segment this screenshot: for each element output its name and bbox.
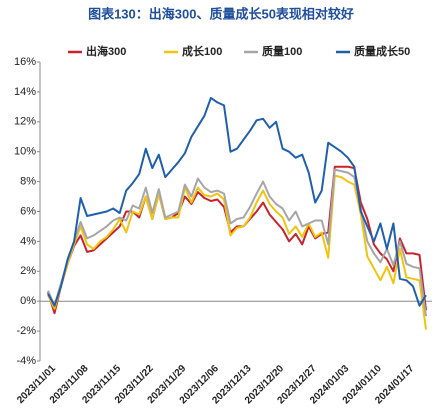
- line-series: [47, 174, 427, 330]
- line-series: [47, 96, 427, 307]
- legend-label: 出海300: [86, 44, 126, 58]
- y-tick-label: 14%: [14, 86, 36, 98]
- legend-label: 质量100: [262, 44, 302, 58]
- y-tick-label: 16%: [14, 56, 36, 68]
- y-tick-label: 8%: [20, 176, 36, 188]
- y-tick-label: -4%: [16, 355, 36, 367]
- chart-title: 图表130：出海300、质量成长50表现相对较好: [88, 6, 354, 21]
- legend-label: 成长100: [182, 44, 222, 58]
- y-tick-label: 2%: [20, 265, 36, 277]
- y-tick-label: 0%: [20, 295, 36, 307]
- y-tick-label: 6%: [20, 205, 36, 217]
- y-tick-label: 4%: [20, 235, 36, 247]
- legend-label: 质量成长50: [354, 44, 410, 58]
- line-series: [47, 165, 427, 315]
- y-tick-label: 12%: [14, 116, 36, 128]
- y-tick-label: -2%: [16, 325, 36, 337]
- line-series: [47, 168, 427, 317]
- y-tick-label: 10%: [14, 146, 36, 158]
